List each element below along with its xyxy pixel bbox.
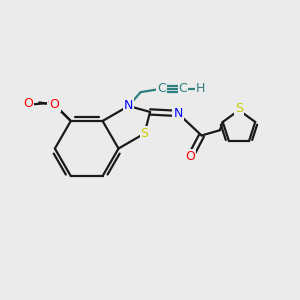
Text: S: S [235, 102, 243, 115]
Text: H: H [196, 82, 205, 95]
Text: O: O [185, 150, 195, 163]
Text: O: O [50, 98, 59, 111]
Text: C: C [158, 82, 166, 95]
Text: O: O [48, 96, 58, 109]
Text: N: N [173, 107, 183, 120]
Text: C: C [178, 82, 187, 95]
Text: S: S [140, 127, 148, 140]
Text: O: O [21, 98, 31, 111]
Text: N: N [124, 100, 133, 112]
Text: O: O [23, 97, 33, 110]
